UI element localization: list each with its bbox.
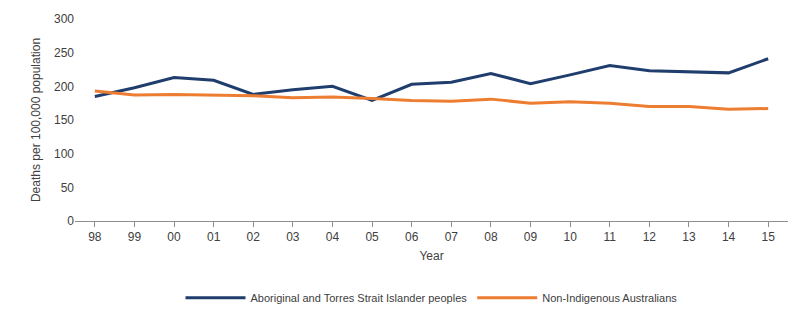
svg-text:06: 06 — [405, 230, 419, 244]
svg-text:00: 00 — [167, 230, 181, 244]
svg-text:08: 08 — [484, 230, 498, 244]
svg-text:150: 150 — [54, 113, 74, 127]
svg-text:13: 13 — [682, 230, 696, 244]
svg-text:99: 99 — [128, 230, 142, 244]
svg-text:250: 250 — [54, 46, 74, 60]
svg-text:09: 09 — [524, 230, 538, 244]
svg-text:100: 100 — [54, 147, 74, 161]
svg-text:Deaths per 100,000 population: Deaths per 100,000 population — [29, 38, 43, 202]
svg-text:01: 01 — [207, 230, 221, 244]
svg-text:02: 02 — [247, 230, 261, 244]
svg-text:05: 05 — [365, 230, 379, 244]
svg-text:200: 200 — [54, 80, 74, 94]
svg-text:03: 03 — [286, 230, 300, 244]
svg-text:10: 10 — [563, 230, 577, 244]
svg-text:04: 04 — [326, 230, 340, 244]
svg-text:11: 11 — [604, 230, 617, 244]
svg-text:15: 15 — [762, 230, 776, 244]
svg-text:Aboriginal and Torres Strait I: Aboriginal and Torres Strait Islander pe… — [251, 292, 468, 304]
svg-text:50: 50 — [61, 181, 75, 195]
svg-text:0: 0 — [67, 214, 74, 228]
svg-text:14: 14 — [722, 230, 736, 244]
svg-text:Non-Indigenous Australians: Non-Indigenous Australians — [542, 292, 677, 304]
svg-text:12: 12 — [643, 230, 657, 244]
svg-text:07: 07 — [445, 230, 459, 244]
svg-text:98: 98 — [88, 230, 102, 244]
svg-text:Year: Year — [419, 249, 443, 263]
svg-text:300: 300 — [54, 12, 74, 26]
